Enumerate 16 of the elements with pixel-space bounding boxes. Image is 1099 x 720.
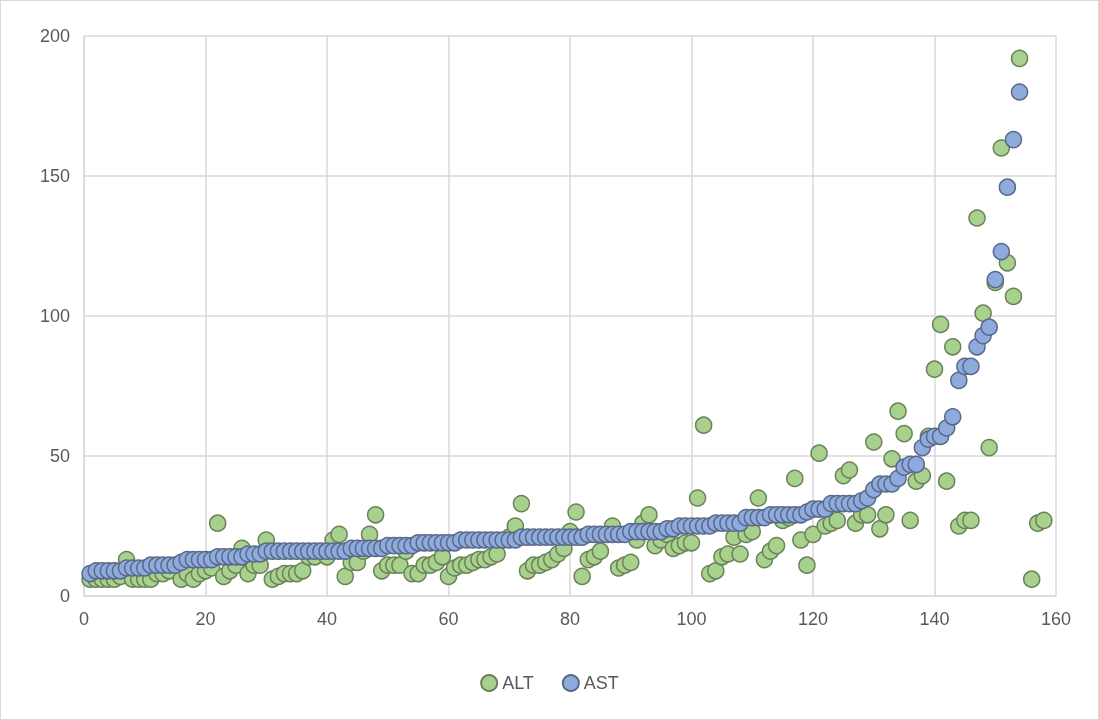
x-tick-label: 20: [195, 609, 216, 629]
x-tick-label: 140: [919, 609, 950, 629]
x-tick-label: 0: [78, 609, 90, 629]
x-tick-label: 120: [797, 609, 829, 629]
y-tick-label: 50: [49, 446, 70, 466]
legend-label: ALT: [502, 673, 534, 693]
x-tick-label: 60: [438, 609, 459, 629]
x-tick-label: 160: [1040, 609, 1072, 629]
x-tick-label: 80: [559, 609, 581, 629]
x-tick-label: 100: [676, 609, 707, 629]
legend-label: AST: [583, 673, 619, 693]
y-tick-label: 200: [39, 26, 70, 46]
y-tick-label: 0: [59, 586, 70, 606]
y-tick-label: 150: [39, 166, 70, 186]
x-tick-label: 40: [316, 609, 338, 629]
y-tick-label: 100: [39, 306, 70, 326]
